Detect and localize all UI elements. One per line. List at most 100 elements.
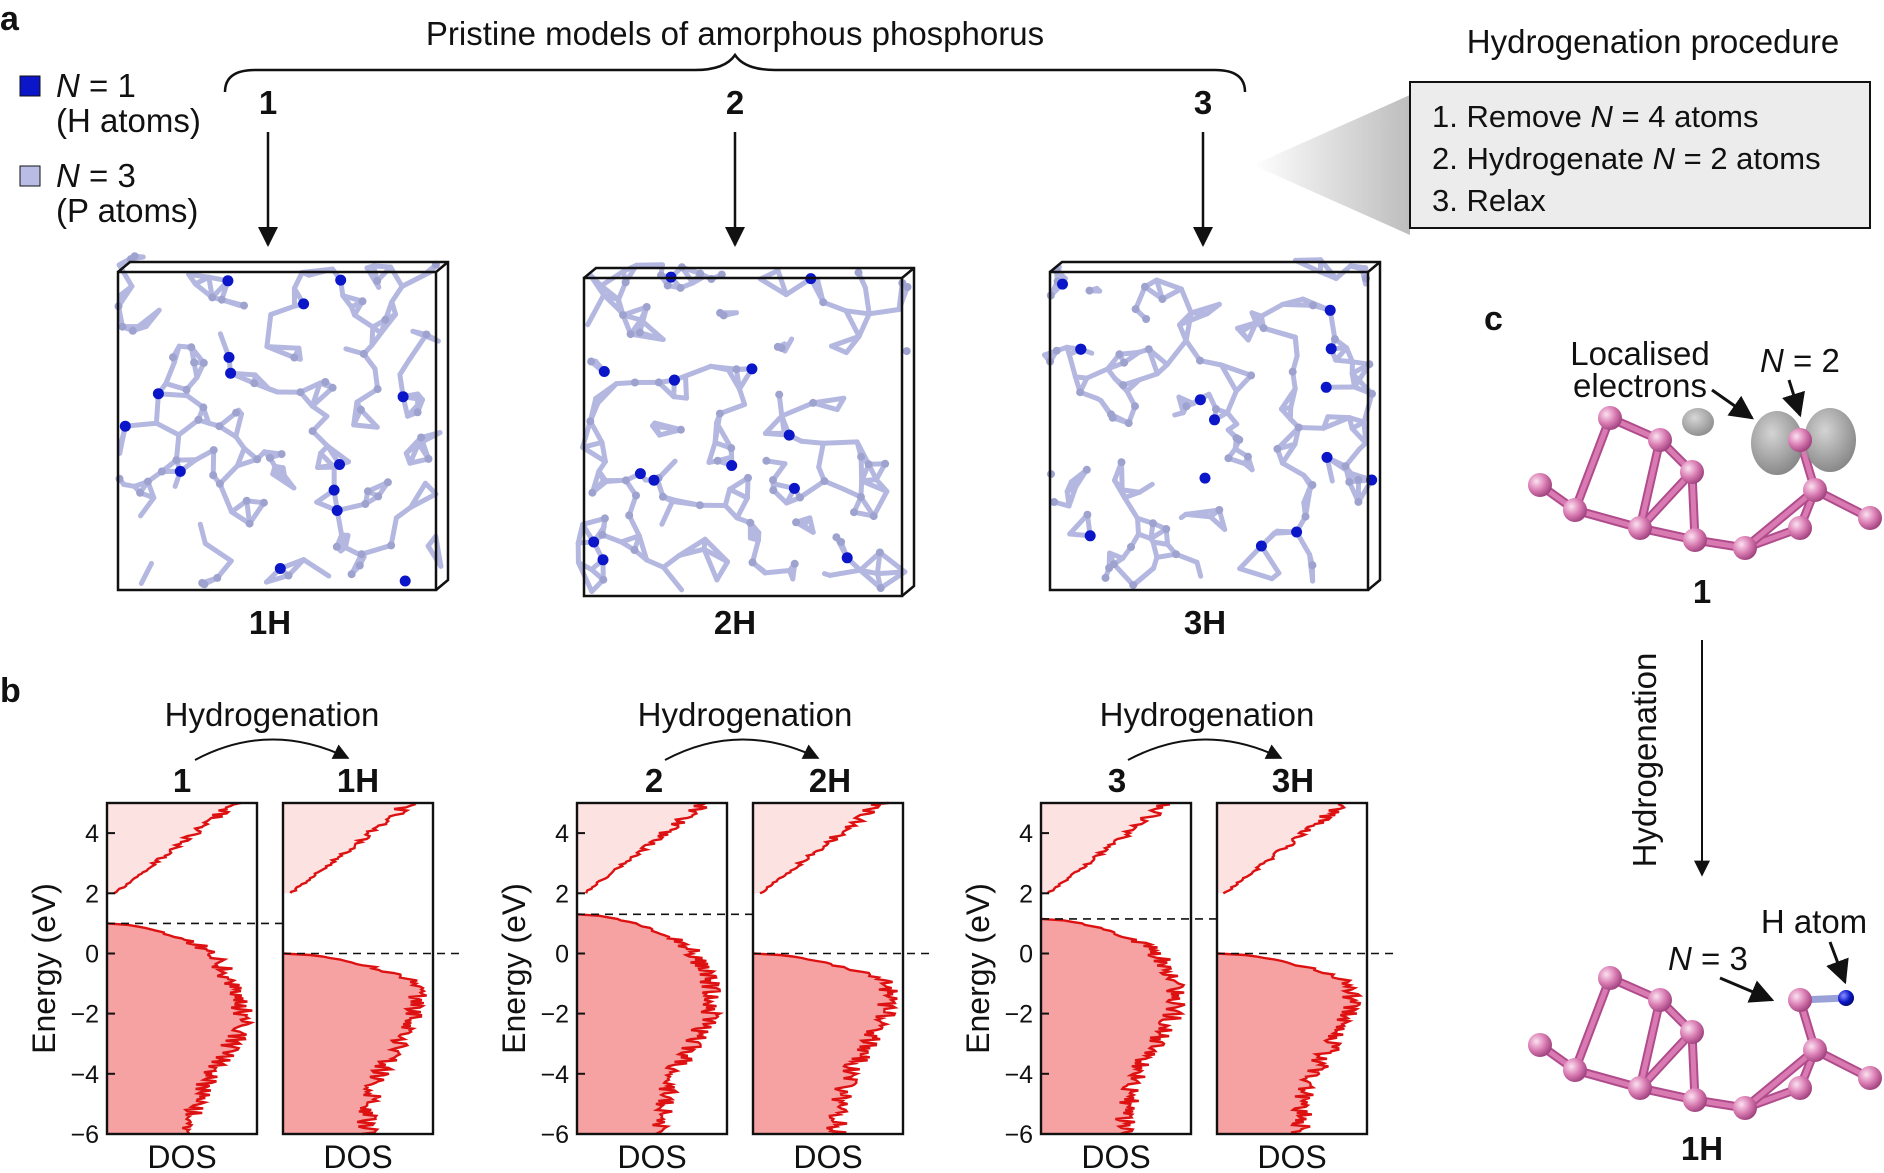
model-3-header: 3 [1193,84,1213,247]
p-bond [1122,495,1140,521]
p-atom [659,492,667,501]
panel-b-letter: b [0,672,21,710]
molecule-label-1: 1 [1693,573,1711,610]
p-bond [779,400,816,419]
p-bond [854,439,872,467]
p-atom [1598,966,1622,990]
p-atom [1803,1038,1827,1062]
p-bond [264,312,274,350]
p-bond [422,480,439,497]
dos-x-label: DOS [793,1139,862,1173]
dos-title-1: 1 [173,762,191,799]
p-atom [1085,286,1094,295]
p-atom [621,278,630,287]
p-atom [143,477,152,486]
p-atom [1131,402,1139,411]
dos-filled-area [577,914,720,1134]
p-bond [714,559,731,583]
p-bond [816,440,826,470]
p-bond [727,486,750,501]
p-bond [176,417,201,438]
p-atom [413,408,422,417]
p-bond [1261,325,1298,341]
p-bond [217,481,235,515]
h-atom [783,429,795,441]
p-atom [773,342,782,351]
h-atom [397,391,409,403]
dos-conduction-line [759,801,889,895]
localised-orbital-small [1682,408,1714,436]
p-bond [585,292,607,328]
p-atom [1308,561,1317,570]
y-tick-label: 2 [1019,880,1033,908]
p-atom [259,498,268,507]
y-tick-label: 0 [1019,941,1033,969]
p-atom [1115,350,1124,359]
p-atom [1172,550,1180,559]
cell-edge [1367,261,1381,273]
dos-filled-area [1041,918,1185,1134]
h-atoms [1057,278,1378,552]
p-atom [820,477,829,486]
p-bond [857,550,883,573]
p-atom [308,427,317,436]
p-bond [138,560,154,586]
p-bond-network [575,262,912,594]
dos-panel-2H: DOS [751,801,929,1173]
p-bond [1280,296,1306,307]
p-atom [854,268,863,277]
p-bond [1292,334,1300,359]
p-bond [644,557,666,570]
cell-front [582,276,904,598]
p-bond [717,402,748,417]
p-bond [810,395,847,406]
p-atom [118,322,127,331]
dos-empty-area [107,803,257,894]
h-atom [335,274,347,286]
p-bond [1133,565,1156,586]
p-bond [659,498,675,527]
p-atom [819,298,828,307]
p-bond [359,542,394,557]
p-bond [408,491,439,510]
p-atom [359,349,368,358]
h-atom [746,363,758,375]
y-tick-label: −4 [540,1061,569,1089]
p-atom [864,460,873,469]
y-tick-label: −2 [540,1001,569,1029]
p-atom [1232,434,1241,443]
dos-panel-1H: DOS [281,801,459,1173]
p-atom [1082,465,1091,474]
procedure-callout-cone [1253,95,1410,235]
h-atom [1075,343,1087,355]
y-tick-label: −2 [1004,1001,1033,1029]
cell-frame [1048,260,1382,592]
p-bond [369,324,376,348]
p-bond [291,270,305,291]
legend-p-line1: N = 3 [56,157,136,194]
p-bond [856,311,872,339]
p-bond [1359,265,1369,272]
p-bond [399,272,427,289]
p-atom [1244,452,1252,461]
hydrogenation-arrow-1 [194,738,350,761]
bond-highlight [1742,487,1818,551]
model-1-header: 1 [258,84,278,247]
bond-highlight [1742,1047,1818,1111]
hydrogenation-arrow-3 [1127,738,1283,761]
p-bond [425,543,444,569]
brace [223,52,1247,93]
dos-conduction-line [1222,802,1347,895]
p-bond-network [114,252,444,589]
p-bond [1188,301,1222,316]
p-atom [422,330,431,339]
dos-title-1H: 1H [337,762,379,799]
h-atom [726,460,738,471]
p-atom [857,452,866,461]
p-bond [153,420,182,438]
p-atom [619,311,628,320]
p-atom [1119,381,1128,390]
p-atom [1330,335,1339,344]
h-atom [1838,990,1854,1006]
h-atom [328,484,340,496]
